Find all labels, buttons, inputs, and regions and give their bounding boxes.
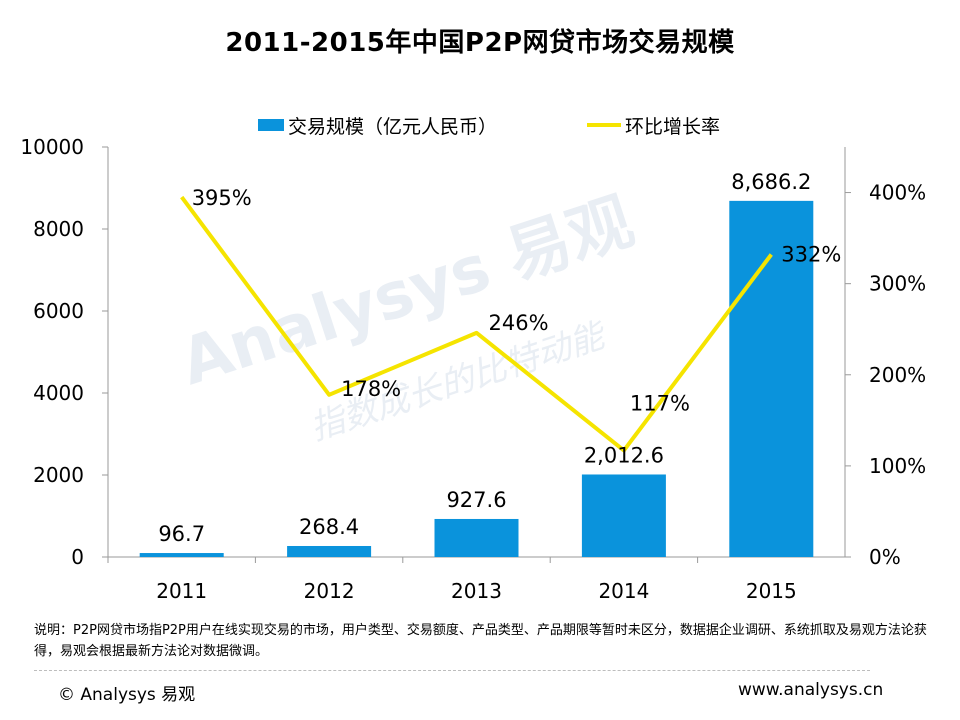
- footer-copyright: © Analysys 易观: [58, 685, 196, 705]
- watermark-brand: Analysys 易观: [172, 185, 642, 401]
- bar-value-label: 2,012.6: [584, 443, 664, 467]
- footer-website[interactable]: www.analysys.cn: [738, 680, 884, 700]
- line-value-label: 332%: [781, 243, 841, 267]
- bar: [434, 518, 519, 557]
- bar: [729, 200, 814, 558]
- bar-series: [139, 200, 814, 558]
- bar-value-label: 8,686.2: [731, 170, 811, 194]
- y-right-tick-label: 400%: [869, 181, 926, 205]
- line-value-label: 117%: [630, 391, 690, 415]
- bar: [581, 474, 666, 557]
- line-series: [180, 195, 773, 453]
- x-tick-label: 2012: [304, 579, 355, 603]
- bar-value-label: 96.7: [158, 522, 205, 546]
- chart-title: 2011-2015年中国P2P网贷市场交易规模: [225, 28, 735, 58]
- x-tick-label: 2014: [598, 579, 649, 603]
- y-left-tick-label: 2000: [33, 463, 84, 487]
- line-value-label: 395%: [192, 186, 252, 210]
- y-left-tick-label: 0: [71, 545, 84, 569]
- y-right-tick-label: 300%: [869, 272, 926, 296]
- bar-value-label: 927.6: [446, 488, 506, 512]
- bar: [287, 545, 372, 557]
- y-left-tick-label: 8000: [33, 217, 84, 241]
- y-right-tick-label: 0%: [869, 545, 901, 569]
- chart-note: 说明：P2P网贷市场指P2P用户在线实现交易的市场，用户类型、交易额度、产品类型…: [34, 623, 927, 659]
- legend-line-label: 环比增长率: [625, 115, 721, 138]
- footer-divider: [34, 670, 870, 671]
- y-right-tick-label: 200%: [869, 363, 926, 387]
- bar: [139, 553, 224, 557]
- y-left-tick-label: 10000: [20, 135, 84, 159]
- legend-bar-swatch: [258, 119, 284, 131]
- line-value-label: 178%: [341, 377, 401, 401]
- y-right-tick-label: 100%: [869, 454, 926, 478]
- x-tick-label: 2013: [451, 579, 502, 603]
- chart-legend: 交易规模（亿元人民币） 环比增长率: [258, 113, 721, 138]
- legend-bar-label: 交易规模（亿元人民币）: [288, 115, 498, 138]
- growth-rate-line: [180, 195, 773, 453]
- bar-value-label: 268.4: [299, 515, 359, 539]
- data-labels: 96.7 268.4 927.6 2,012.6 8,686.2 395% 178% 246%…: [158, 170, 841, 546]
- x-tick-label: 2015: [746, 579, 797, 603]
- legend-line-swatch: [587, 123, 622, 127]
- y-left-tick-label: 4000: [33, 381, 84, 405]
- x-tick-label: 2011: [156, 579, 207, 603]
- chart-axes: 0 2000 4000 6000 8000 10000 0% 100% 200% 300% 400%…: [20, 135, 926, 603]
- line-value-label: 246%: [489, 311, 549, 335]
- y-left-tick-label: 6000: [33, 299, 84, 323]
